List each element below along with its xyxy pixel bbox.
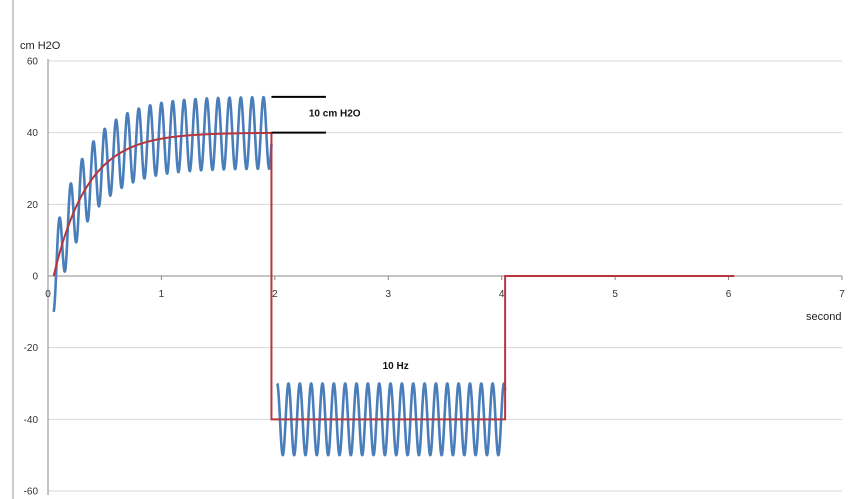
y-tick-label: -20: [24, 343, 39, 354]
amplitude-brackets: [271, 95, 326, 134]
x-tick-label: 2: [272, 289, 278, 300]
annotation-label: 10 cm H2O: [309, 109, 361, 120]
x-tick-label: 0: [45, 289, 51, 300]
baseline-pressure-line: [52, 131, 735, 421]
series: [52, 95, 735, 457]
y-tick-label: 60: [27, 57, 39, 68]
x-tick-label: 6: [726, 289, 732, 300]
y-tick-label: 0: [32, 272, 38, 283]
oscillation-segment: [52, 95, 273, 313]
y-tick-label: 40: [27, 128, 39, 139]
y-tick-label: -60: [24, 487, 39, 498]
y-tick-label: -40: [24, 415, 39, 426]
annotation-label: 10 Hz: [383, 361, 409, 372]
x-tick-label: 7: [839, 289, 845, 300]
annotations: 10 cm H2O 10 Hz: [309, 109, 409, 373]
y-tick-label: 20: [27, 200, 39, 211]
x-tick-label: 5: [612, 289, 618, 300]
x-tick-label: 3: [386, 289, 392, 300]
x-tick-labels: 0 1 2 3 4 5 6 7: [45, 289, 845, 300]
y-axis-label: cm H2O: [20, 40, 61, 52]
x-tick-label: 4: [499, 289, 505, 300]
x-tick-label: 1: [159, 289, 165, 300]
y-tick-labels: 60 40 20 0 -20 -40 -60: [24, 57, 39, 498]
x-axis-label: second: [806, 311, 841, 323]
